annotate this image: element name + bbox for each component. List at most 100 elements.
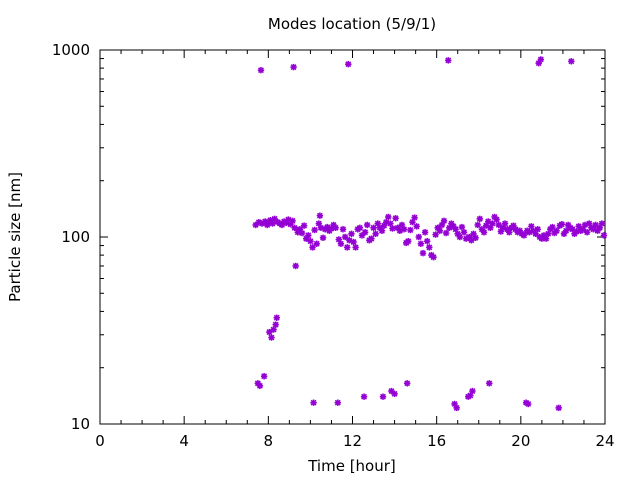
data-point bbox=[337, 240, 345, 247]
x-tick-label: 8 bbox=[264, 432, 274, 450]
x-tick-label: 20 bbox=[511, 432, 530, 450]
data-point bbox=[480, 229, 488, 236]
data-point bbox=[413, 223, 420, 230]
data-point bbox=[370, 224, 377, 231]
plot-frame bbox=[99, 49, 606, 425]
data-point bbox=[300, 222, 308, 229]
data-point bbox=[568, 58, 575, 65]
data-point bbox=[368, 235, 375, 242]
x-tick-label: 0 bbox=[95, 432, 105, 450]
data-point bbox=[562, 227, 570, 234]
data-point bbox=[379, 393, 387, 400]
x-tick-label: 24 bbox=[595, 432, 614, 450]
data-point bbox=[423, 237, 431, 245]
data-point bbox=[495, 221, 502, 229]
data-point bbox=[555, 404, 562, 412]
x-tick-label: 4 bbox=[179, 432, 189, 450]
data-point bbox=[334, 399, 341, 406]
data-point bbox=[583, 229, 591, 236]
data-point bbox=[474, 221, 481, 229]
data-point bbox=[270, 326, 277, 333]
data-point bbox=[290, 63, 297, 71]
y-tick-label: 100 bbox=[61, 228, 90, 246]
data-point bbox=[432, 231, 439, 238]
data-point bbox=[524, 400, 532, 408]
data-point bbox=[310, 399, 317, 406]
data-point bbox=[534, 226, 541, 233]
data-point bbox=[407, 226, 414, 234]
data-point bbox=[469, 387, 476, 395]
data-point bbox=[489, 220, 496, 227]
data-point bbox=[360, 393, 368, 400]
data-point bbox=[558, 221, 566, 228]
data-point bbox=[292, 262, 299, 270]
data-point bbox=[260, 373, 268, 380]
data-point bbox=[356, 224, 364, 231]
data-point bbox=[436, 227, 444, 234]
data-point bbox=[307, 237, 314, 245]
data-point bbox=[289, 217, 296, 225]
y-tick-label: 10 bbox=[71, 415, 90, 433]
data-point bbox=[298, 229, 306, 237]
data-point bbox=[440, 217, 448, 225]
y-axis-label: Particle size [nm] bbox=[6, 172, 24, 302]
data-points bbox=[252, 56, 608, 412]
data-point bbox=[598, 220, 606, 227]
data-point bbox=[456, 233, 464, 241]
data-point bbox=[364, 221, 371, 229]
data-point bbox=[257, 66, 265, 74]
data-point bbox=[493, 216, 500, 223]
y-tick-labels: 10 100 1000 bbox=[52, 41, 90, 433]
data-point bbox=[256, 382, 264, 390]
data-point bbox=[361, 229, 369, 236]
data-point bbox=[345, 60, 352, 68]
data-point bbox=[316, 212, 324, 219]
data-point bbox=[415, 233, 422, 241]
data-point bbox=[272, 321, 279, 328]
data-point bbox=[332, 224, 339, 231]
x-tick-label: 16 bbox=[427, 432, 446, 450]
chart-title: Modes location (5/9/1) bbox=[268, 15, 436, 33]
x-axis-label: Time [hour] bbox=[307, 457, 396, 475]
data-point bbox=[442, 229, 450, 237]
data-point bbox=[305, 232, 312, 239]
data-point bbox=[273, 314, 280, 321]
x-tick-labels: 0 4 8 12 16 20 24 bbox=[95, 432, 614, 450]
data-point bbox=[458, 223, 466, 231]
data-point bbox=[453, 404, 460, 412]
data-point bbox=[385, 213, 392, 221]
data-point bbox=[592, 221, 599, 229]
data-point bbox=[266, 328, 273, 336]
data-point bbox=[268, 334, 275, 341]
data-point bbox=[387, 220, 394, 227]
data-point bbox=[313, 240, 320, 247]
data-point bbox=[506, 229, 513, 236]
data-point bbox=[520, 232, 528, 239]
data-point bbox=[553, 227, 560, 234]
data-point bbox=[392, 215, 399, 222]
data-point bbox=[391, 390, 398, 398]
data-point bbox=[404, 380, 411, 387]
data-point bbox=[419, 249, 427, 257]
data-point bbox=[486, 380, 493, 387]
data-point bbox=[501, 220, 509, 227]
data-point bbox=[291, 224, 298, 231]
data-point bbox=[352, 244, 359, 251]
data-point bbox=[311, 226, 318, 234]
data-point bbox=[417, 240, 425, 247]
data-point bbox=[344, 244, 351, 251]
data-point bbox=[476, 215, 484, 223]
data-point bbox=[319, 234, 327, 242]
data-point bbox=[411, 214, 418, 221]
data-point bbox=[426, 244, 433, 251]
data-point bbox=[400, 226, 408, 233]
data-point bbox=[372, 230, 379, 238]
data-point bbox=[600, 232, 608, 239]
data-point bbox=[421, 229, 429, 236]
x-tick-label: 12 bbox=[343, 432, 362, 450]
y-tick-label: 1000 bbox=[52, 41, 90, 59]
data-point bbox=[445, 57, 452, 64]
data-point bbox=[350, 238, 357, 246]
data-point bbox=[348, 230, 355, 238]
